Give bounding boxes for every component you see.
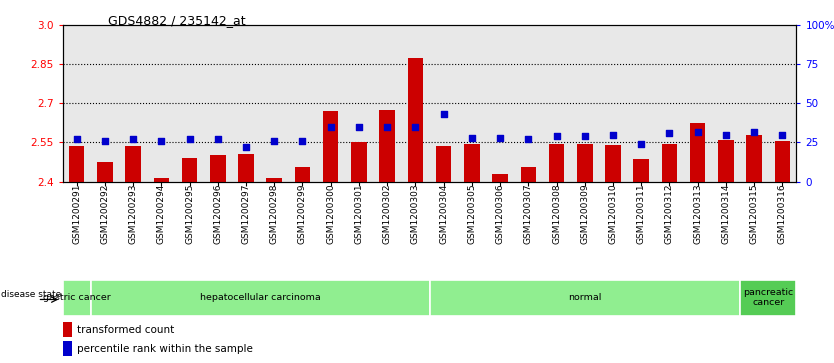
Point <box>691 129 705 134</box>
Bar <box>69 146 84 182</box>
Text: GSM1200316: GSM1200316 <box>778 184 786 244</box>
Point <box>663 130 676 136</box>
Text: GSM1200303: GSM1200303 <box>411 184 420 244</box>
Point <box>296 138 309 144</box>
Point <box>154 138 168 144</box>
Point <box>409 124 422 130</box>
Bar <box>97 162 113 182</box>
Point <box>239 144 253 150</box>
Text: GSM1200294: GSM1200294 <box>157 184 166 244</box>
Bar <box>182 158 198 182</box>
Text: GSM1200308: GSM1200308 <box>552 184 561 244</box>
Bar <box>520 167 536 182</box>
Text: GSM1200302: GSM1200302 <box>383 184 392 244</box>
Bar <box>718 140 734 182</box>
Text: transformed count: transformed count <box>78 325 174 335</box>
Text: GSM1200313: GSM1200313 <box>693 184 702 244</box>
Bar <box>492 174 508 182</box>
Bar <box>91 280 430 316</box>
Text: GDS4882 / 235142_at: GDS4882 / 235142_at <box>108 15 246 28</box>
Bar <box>775 141 790 182</box>
Text: GSM1200299: GSM1200299 <box>298 184 307 244</box>
Bar <box>408 58 423 182</box>
Text: GSM1200301: GSM1200301 <box>354 184 364 244</box>
Text: GSM1200307: GSM1200307 <box>524 184 533 244</box>
Text: normal: normal <box>568 293 601 302</box>
Text: pancreatic
cancer: pancreatic cancer <box>743 288 793 307</box>
Point <box>183 136 196 142</box>
Point <box>380 124 394 130</box>
Point <box>719 132 732 138</box>
Text: percentile rank within the sample: percentile rank within the sample <box>78 344 253 354</box>
Point <box>127 136 140 142</box>
Bar <box>661 144 677 182</box>
Point <box>98 138 112 144</box>
Bar <box>63 322 72 338</box>
Text: GSM1200292: GSM1200292 <box>100 184 109 244</box>
Bar <box>351 143 367 182</box>
Bar <box>577 144 592 182</box>
Bar <box>63 280 91 316</box>
Point <box>550 133 563 139</box>
Bar <box>430 280 740 316</box>
Point <box>352 124 365 130</box>
Point <box>776 132 789 138</box>
Bar <box>740 280 796 316</box>
Bar <box>323 111 339 182</box>
Text: GSM1200291: GSM1200291 <box>73 184 81 244</box>
Point <box>437 111 450 117</box>
Text: GSM1200293: GSM1200293 <box>128 184 138 244</box>
Point <box>494 135 507 141</box>
Bar <box>690 123 706 182</box>
Bar <box>605 145 620 182</box>
Text: disease state: disease state <box>1 290 62 298</box>
Bar <box>239 154 254 182</box>
Bar <box>63 341 72 356</box>
Text: GSM1200306: GSM1200306 <box>495 184 505 244</box>
Bar <box>634 159 649 182</box>
Bar <box>549 144 565 182</box>
Bar <box>746 135 762 182</box>
Text: GSM1200315: GSM1200315 <box>750 184 759 244</box>
Bar <box>153 178 169 182</box>
Text: GSM1200310: GSM1200310 <box>609 184 617 244</box>
Bar <box>436 146 451 182</box>
Bar <box>210 155 225 182</box>
Text: gastric cancer: gastric cancer <box>43 293 111 302</box>
Point <box>70 136 83 142</box>
Text: GSM1200300: GSM1200300 <box>326 184 335 244</box>
Bar <box>464 144 480 182</box>
Text: GSM1200309: GSM1200309 <box>580 184 590 244</box>
Bar <box>294 167 310 182</box>
Point <box>747 129 761 134</box>
Text: GSM1200312: GSM1200312 <box>665 184 674 244</box>
Point <box>521 136 535 142</box>
Text: GSM1200305: GSM1200305 <box>467 184 476 244</box>
Bar <box>267 178 282 182</box>
Text: GSM1200311: GSM1200311 <box>636 184 646 244</box>
Point <box>606 132 620 138</box>
Point <box>578 133 591 139</box>
Point <box>211 136 224 142</box>
Text: GSM1200298: GSM1200298 <box>269 184 279 244</box>
Text: hepatocellular carcinoma: hepatocellular carcinoma <box>200 293 320 302</box>
Bar <box>125 146 141 182</box>
Text: GSM1200295: GSM1200295 <box>185 184 194 244</box>
Point <box>324 124 338 130</box>
Point <box>465 135 479 141</box>
Point <box>268 138 281 144</box>
Text: GSM1200304: GSM1200304 <box>440 184 448 244</box>
Point <box>635 141 648 147</box>
Text: GSM1200314: GSM1200314 <box>721 184 731 244</box>
Text: GSM1200296: GSM1200296 <box>214 184 223 244</box>
Bar <box>379 110 395 182</box>
Text: GSM1200297: GSM1200297 <box>242 184 250 244</box>
